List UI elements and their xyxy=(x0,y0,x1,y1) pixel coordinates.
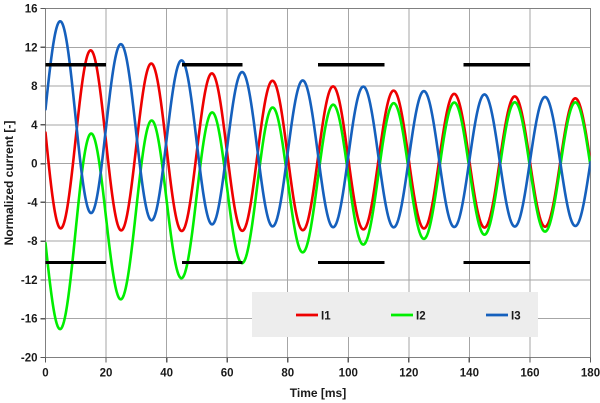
y-tick-label: -8 xyxy=(27,236,38,248)
legend-label-i3: I3 xyxy=(511,311,521,323)
x-tick-label: 120 xyxy=(399,368,418,380)
y-tick-label: 4 xyxy=(31,120,38,132)
y-tick-label: -4 xyxy=(27,197,38,209)
y-tick-label: -16 xyxy=(21,314,38,326)
x-tick-label: 80 xyxy=(281,368,294,380)
y-axis-tick-labels: -20 -16 -12 -8 -4 0 4 8 12 16 xyxy=(21,4,38,365)
legend: I1 I2 I3 xyxy=(252,292,538,337)
y-axis-title: Normalized current [-] xyxy=(2,121,16,246)
y-tick-label: 0 xyxy=(31,159,37,171)
legend-label-i2: I2 xyxy=(416,311,426,323)
y-tick-label: 16 xyxy=(25,4,38,16)
x-tick-label: 0 xyxy=(42,368,48,380)
x-tick-label: 160 xyxy=(520,368,539,380)
threshold-marker-layer xyxy=(45,63,530,265)
x-tick-label: 140 xyxy=(460,368,479,380)
x-tick-label: 60 xyxy=(221,368,234,380)
y-tick-label: 12 xyxy=(25,42,38,54)
tick-marks xyxy=(40,7,592,363)
x-tick-label: 40 xyxy=(160,368,173,380)
y-tick-label: 8 xyxy=(31,81,38,93)
y-tick-label: -12 xyxy=(21,275,38,287)
plot-frame xyxy=(44,7,592,359)
x-axis-title: Time [ms] xyxy=(290,386,346,400)
legend-label-i1: I1 xyxy=(321,311,331,323)
data-series-layer xyxy=(45,19,591,331)
x-tick-label: 180 xyxy=(581,368,600,380)
x-tick-label: 100 xyxy=(339,368,358,380)
x-axis-tick-labels: 0 20 40 60 80 100 120 140 160 180 xyxy=(42,368,600,380)
x-tick-label: 20 xyxy=(100,368,113,380)
legend-entries: I1 I2 I3 xyxy=(296,311,521,323)
series-line-i3 xyxy=(45,19,591,229)
y-tick-label: -20 xyxy=(21,353,38,365)
